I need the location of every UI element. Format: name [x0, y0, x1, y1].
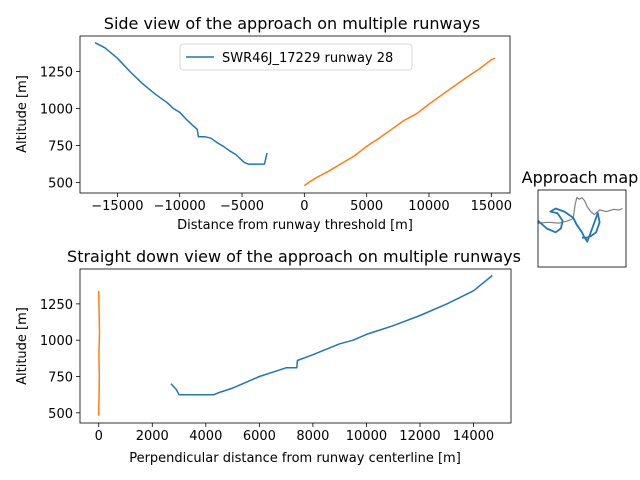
x-tick-label: 4000	[189, 429, 222, 444]
map-track-1	[537, 207, 601, 243]
approach-map: Approach map	[522, 168, 639, 268]
down-view-chart: Straight down view of the approach on mu…	[15, 247, 521, 466]
x-tick-label: 0	[300, 199, 308, 214]
x-tick-label: 10000	[408, 199, 449, 214]
x-tick-label: 12000	[399, 429, 440, 444]
approach-map-frame	[537, 189, 627, 268]
y-tick-label: 1000	[40, 103, 73, 118]
approach-map-lines	[537, 197, 623, 243]
x-tick-label: 0	[95, 429, 103, 444]
series-line-0	[94, 42, 268, 165]
side-view-legend: SWR46J_17229 runway 28	[179, 43, 413, 71]
y-tick-label: 500	[48, 407, 73, 422]
x-tick-label: −15000	[91, 199, 143, 214]
x-tick-label: −5000	[220, 199, 264, 214]
x-tick-label: 15000	[471, 199, 512, 214]
down-view-xlabel: Perpendicular distance from runway cente…	[129, 451, 461, 466]
x-tick-label: 8000	[296, 429, 329, 444]
series-line-1	[303, 57, 496, 187]
down-view-ylabel: Altitude [m]	[15, 307, 30, 385]
x-tick-label: 6000	[243, 429, 276, 444]
series-line-0	[170, 274, 493, 396]
y-tick-label: 500	[48, 177, 73, 192]
y-tick-label: 1000	[40, 334, 73, 349]
series-line-1	[97, 290, 101, 416]
side-view-axes-frame	[79, 35, 511, 194]
y-tick-label: 750	[48, 140, 73, 155]
y-tick-label: 1250	[40, 298, 73, 313]
side-view-ylabel: Altitude [m]	[15, 75, 30, 153]
legend-box	[179, 43, 413, 71]
down-view-axes-frame	[79, 268, 512, 424]
y-tick-label: 1250	[40, 66, 73, 81]
down-view-lines	[97, 274, 493, 416]
x-tick-label: −10000	[154, 199, 206, 214]
side-view-title: Side view of the approach on multiple ru…	[104, 14, 480, 33]
side-view-lines	[94, 42, 496, 187]
y-tick-label: 750	[48, 371, 73, 386]
map-track-0	[537, 197, 623, 224]
side-view-chart: Side view of the approach on multiple ru…	[15, 14, 512, 233]
approach-map-title: Approach map	[522, 168, 639, 187]
side-view-ticks: −15000 −10000 −5000 0 5000 10000 15000 500 750 10…	[40, 66, 512, 214]
x-tick-label: 10000	[346, 429, 387, 444]
down-view-ticks: 0 2000 4000 6000 8000 10000 12000 14000 500 750 10…	[40, 298, 494, 444]
x-tick-label: 14000	[453, 429, 494, 444]
x-tick-label: 2000	[136, 429, 169, 444]
legend-entry: SWR46J_17229 runway 28	[222, 51, 393, 66]
x-tick-label: 5000	[350, 199, 383, 214]
side-view-xlabel: Distance from runway threshold [m]	[177, 218, 413, 233]
down-view-title: Straight down view of the approach on mu…	[67, 247, 521, 266]
